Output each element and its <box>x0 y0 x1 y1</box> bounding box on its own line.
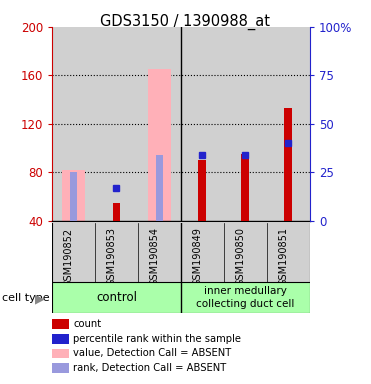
Bar <box>267 223 310 282</box>
Bar <box>224 27 267 221</box>
Bar <box>112 203 120 221</box>
Bar <box>95 223 138 282</box>
Text: GSM190852: GSM190852 <box>63 227 73 286</box>
Bar <box>181 27 224 221</box>
Bar <box>242 154 249 221</box>
Bar <box>52 282 181 313</box>
Text: percentile rank within the sample: percentile rank within the sample <box>73 334 242 344</box>
Text: GSM190849: GSM190849 <box>192 227 202 286</box>
Bar <box>69 172 77 221</box>
Bar <box>52 27 95 221</box>
Bar <box>62 170 85 221</box>
Text: value, Detection Call = ABSENT: value, Detection Call = ABSENT <box>73 348 232 358</box>
Bar <box>52 223 95 282</box>
Bar <box>155 155 163 221</box>
Bar <box>285 108 292 221</box>
Text: control: control <box>96 291 137 304</box>
Text: GSM190854: GSM190854 <box>150 227 160 286</box>
Bar <box>138 223 181 282</box>
Text: GSM190853: GSM190853 <box>106 227 116 286</box>
Bar <box>198 160 206 221</box>
Bar <box>267 27 310 221</box>
Text: rank, Detection Call = ABSENT: rank, Detection Call = ABSENT <box>73 363 227 373</box>
Bar <box>138 27 181 221</box>
Text: GDS3150 / 1390988_at: GDS3150 / 1390988_at <box>101 13 270 30</box>
Text: count: count <box>73 319 102 329</box>
Text: cell type: cell type <box>2 293 49 303</box>
Text: GSM190850: GSM190850 <box>235 227 245 286</box>
Bar <box>224 223 267 282</box>
Bar <box>181 223 224 282</box>
Text: GSM190851: GSM190851 <box>278 227 288 286</box>
Text: ▶: ▶ <box>35 292 45 305</box>
Bar <box>148 69 171 221</box>
Text: inner medullary
collecting duct cell: inner medullary collecting duct cell <box>196 286 295 309</box>
Bar <box>95 27 138 221</box>
Bar <box>181 282 310 313</box>
